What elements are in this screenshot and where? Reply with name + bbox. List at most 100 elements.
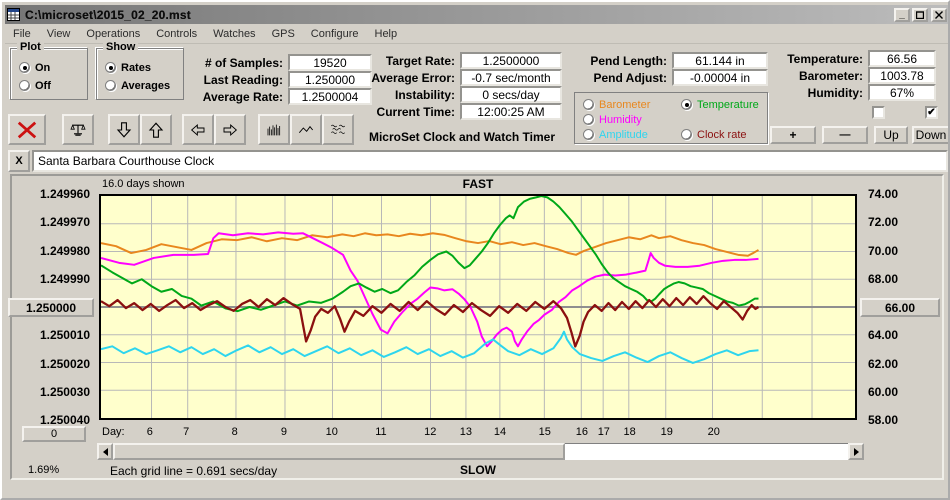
plus-button[interactable]: + <box>770 126 816 144</box>
target-rate-field[interactable]: 1.2500000 <box>460 52 562 69</box>
average-error-field[interactable]: -0.7 sec/month <box>460 69 562 86</box>
zigzag-line-icon <box>298 125 314 133</box>
plot-area[interactable] <box>99 194 857 420</box>
minimize-button[interactable]: _ <box>894 7 910 22</box>
arrow-up-icon <box>148 121 164 138</box>
menu-item-controls[interactable]: Controls <box>156 27 198 40</box>
radio-on[interactable]: On <box>19 61 50 74</box>
last-reading-field[interactable]: 1.250000 <box>288 71 372 88</box>
radio-circle[interactable] <box>105 62 116 73</box>
left-axis-tick: 1.250020 <box>39 356 90 371</box>
average-error-label: Average Error: <box>371 70 455 85</box>
samples-label: # of Samples: <box>204 55 283 70</box>
checkbox-left[interactable] <box>872 106 885 119</box>
radio-averages[interactable]: Averages <box>105 79 170 92</box>
right-axis-tick: 64.00 <box>868 328 899 343</box>
left-axis-highlight-button[interactable]: 1.250000 <box>8 298 94 317</box>
scrollbar-right-arrow[interactable] <box>848 443 864 460</box>
left-axis-tick: 1.249960 <box>39 187 90 201</box>
day-axis-label: Day: <box>102 426 125 438</box>
series-radio-amplitude[interactable]: Amplitude <box>583 128 648 141</box>
down-button[interactable]: Down <box>912 126 948 144</box>
day-tick-label: 8 <box>231 426 238 438</box>
scrollbar-track[interactable] <box>565 443 848 460</box>
menu-item-operations[interactable]: Operations <box>86 27 141 40</box>
pend-length-field[interactable]: 61.144 in <box>672 52 768 69</box>
radio-circle[interactable] <box>583 114 594 125</box>
radio-circle[interactable] <box>681 129 692 140</box>
maximize-button[interactable] <box>912 7 928 22</box>
scrollbar-thumb[interactable] <box>113 443 565 460</box>
radio-off[interactable]: Off <box>19 79 51 92</box>
barometer-row: Barometer: 1003.78 <box>738 67 936 84</box>
right-axis-tick: 58.00 <box>868 413 899 427</box>
radio-circle[interactable] <box>105 80 116 91</box>
menu-item-help[interactable]: Help <box>374 27 398 40</box>
line-view-button[interactable] <box>290 114 322 145</box>
menu-item-view[interactable]: View <box>46 27 71 40</box>
close-button[interactable] <box>931 7 947 22</box>
barometer-field[interactable]: 1003.78 <box>868 67 936 84</box>
scrollbar-left-arrow[interactable] <box>97 443 113 460</box>
humidity-field[interactable]: 67% <box>868 84 936 101</box>
menu-item-gps[interactable]: GPS <box>271 27 295 40</box>
series-radio-barometer[interactable]: Barometer <box>583 98 650 111</box>
samples-field[interactable]: 19520 <box>288 54 372 71</box>
multi-trace-view-button[interactable] <box>322 114 354 145</box>
radio-rates[interactable]: Rates <box>105 61 151 74</box>
menu-item-file[interactable]: File <box>13 27 31 40</box>
day-tick-label: 12 <box>424 426 437 438</box>
average-rate-label: Average Rate: <box>202 89 283 104</box>
series-line-barometer <box>101 233 758 255</box>
show-group-box: Show Rates Averages <box>96 41 184 100</box>
menu-item-configure[interactable]: Configure <box>310 27 359 40</box>
radio-circle[interactable] <box>19 80 30 91</box>
right-axis-tick: 74.00 <box>868 187 899 201</box>
left-axis-tick: 1.249990 <box>39 271 90 286</box>
target-rate-label: Target Rate: <box>385 53 455 68</box>
day-tick-label: 7 <box>183 426 190 438</box>
day-tick-label: 10 <box>325 426 338 438</box>
pan-right-button[interactable] <box>214 114 246 145</box>
delete-button[interactable] <box>8 114 46 145</box>
left-axis-tick: 1.250030 <box>39 384 90 399</box>
pend-length-label: Pend Length: <box>590 53 667 68</box>
series-radio-temperature[interactable]: Temperature <box>681 98 759 111</box>
shift-up-button[interactable] <box>140 114 172 145</box>
day-tick-label: 17 <box>597 426 610 438</box>
series-radio-label: Barometer <box>599 98 651 111</box>
radio-circle[interactable] <box>583 99 594 110</box>
current-time-field[interactable]: 12:00:25 AM <box>460 103 562 120</box>
fast-label: FAST <box>462 177 494 191</box>
balance-button[interactable] <box>62 114 94 145</box>
temperature-field[interactable]: 66.56 <box>868 50 936 67</box>
checkbox-right[interactable]: ✔ <box>925 106 938 119</box>
average-rate-field[interactable]: 1.2500004 <box>288 88 372 105</box>
days-shown-label: 16.0 days shown <box>102 178 185 190</box>
average-rate-row: Average Rate: 1.2500004 <box>152 88 372 105</box>
shift-down-button[interactable] <box>108 114 140 145</box>
series-radio-clock-rate[interactable]: Clock rate <box>681 128 747 141</box>
pend-adjust-field[interactable]: -0.00004 in <box>672 69 768 86</box>
title-bar[interactable]: C:\microset\2015_02_20.mst _ <box>5 5 948 24</box>
radio-circle[interactable] <box>19 62 30 73</box>
radio-circle[interactable] <box>681 99 692 110</box>
instability-field[interactable]: 0 secs/day <box>460 86 562 103</box>
right-axis-tick: 72.00 <box>868 215 899 230</box>
right-axis-highlight-button[interactable]: 66.00 <box>860 298 940 317</box>
radio-circle[interactable] <box>583 129 594 140</box>
histogram-view-button[interactable] <box>258 114 290 145</box>
close-trace-button[interactable]: X <box>8 150 30 172</box>
series-radio-humidity[interactable]: Humidity <box>583 113 642 126</box>
zero-button[interactable]: 0 <box>22 426 86 442</box>
radio-label: Rates <box>121 61 151 74</box>
humidity-label: Humidity: <box>807 85 863 100</box>
trace-name-field[interactable]: Santa Barbara Courthouse Clock <box>32 150 948 172</box>
pend-length-row: Pend Length: 61.144 in <box>558 52 768 69</box>
menu-item-watches[interactable]: Watches <box>213 27 256 40</box>
pan-left-button[interactable] <box>182 114 214 145</box>
minus-button[interactable]: — <box>822 126 868 144</box>
up-button[interactable]: Up <box>874 126 908 144</box>
instability-row: Instability: 0 secs/day <box>332 86 562 103</box>
target-rate-row: Target Rate: 1.2500000 <box>332 52 562 69</box>
